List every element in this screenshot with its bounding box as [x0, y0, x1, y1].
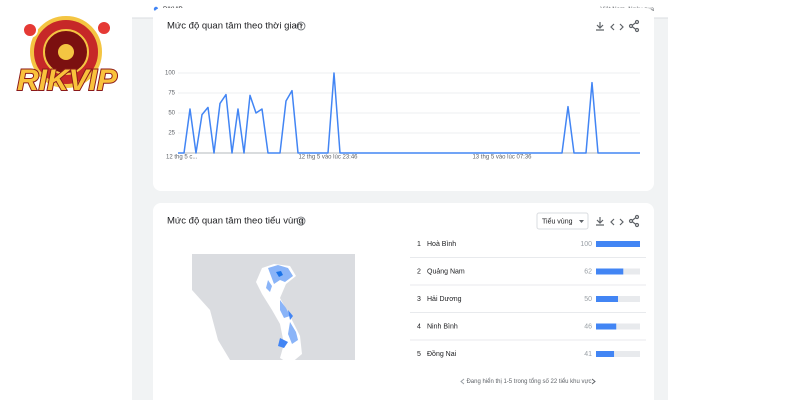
- x-tick-label: 13 thg 5 vào lúc 07:36: [472, 155, 532, 161]
- region-value: 41: [584, 351, 592, 358]
- bar: [596, 268, 624, 275]
- logo-text: RIKVIP: [17, 64, 118, 97]
- region-value: 50: [584, 296, 592, 303]
- bar-track: [596, 323, 640, 330]
- rank: 1: [417, 241, 421, 248]
- toolbar[interactable]: [596, 19, 640, 33]
- logo: RIKVIP: [16, 16, 119, 98]
- x-tick-label: 12 thg 5 vào lúc 23:46: [298, 155, 358, 161]
- time-card: [153, 8, 654, 191]
- bar: [596, 296, 618, 302]
- region-value: 62: [584, 268, 592, 275]
- y-tick-label: 100: [165, 71, 176, 77]
- region-name: Quảng Nam: [427, 268, 465, 275]
- bar: [596, 241, 640, 247]
- region-name: Hoà Bình: [427, 241, 456, 248]
- prev-page[interactable]: [460, 378, 465, 385]
- region-title: Mức độ quan tâm theo tiểu vùng: [167, 216, 304, 227]
- next-page[interactable]: [591, 378, 596, 385]
- region-value: 100: [580, 241, 592, 248]
- region-name: Ninh Bình: [427, 323, 458, 330]
- y-tick-label: 50: [168, 111, 175, 117]
- rank: 5: [417, 351, 421, 358]
- region-value: 46: [584, 323, 592, 330]
- y-tick-label: 25: [168, 131, 175, 137]
- rank: 4: [417, 323, 421, 330]
- region-name: Đồng Nai: [427, 349, 457, 358]
- rank: 3: [417, 296, 421, 303]
- bar: [596, 323, 617, 330]
- region-footer: Đang hiển thị 1-5 trong tổng số 22 tiểu …: [466, 378, 591, 385]
- bar: [596, 351, 615, 357]
- map: [192, 254, 355, 364]
- dropdown[interactable]: [536, 212, 589, 230]
- time-title: Mức độ quan tâm theo thời gian: [167, 21, 302, 32]
- region-name: Hải Dương: [427, 296, 462, 303]
- x-tick-label: 12 thg 5 c...: [166, 155, 198, 161]
- svg-text:?: ?: [299, 219, 303, 225]
- svg-text:?: ?: [299, 24, 303, 30]
- bar-track: [596, 351, 640, 357]
- toolbar[interactable]: [596, 214, 640, 228]
- y-tick-label: 75: [168, 91, 175, 97]
- dropdown-label[interactable]: Tiểu vùng: [542, 217, 573, 225]
- rank: 2: [417, 268, 421, 275]
- trend-line: [178, 72, 640, 154]
